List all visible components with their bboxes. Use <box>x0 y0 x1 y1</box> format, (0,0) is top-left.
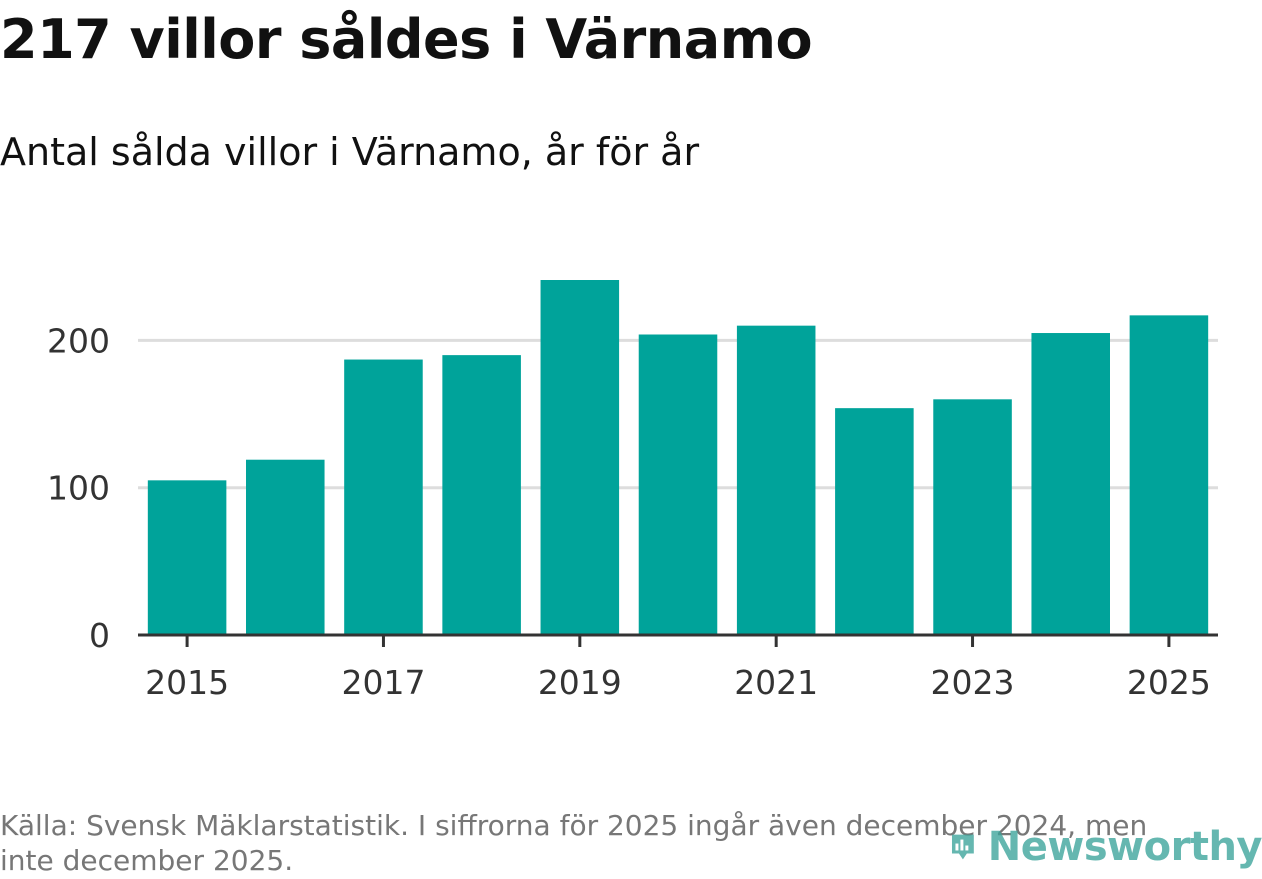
newsworthy-logo: Newsworthy <box>950 818 1262 876</box>
bar-2019 <box>540 280 620 635</box>
bar-2016 <box>246 459 325 635</box>
chart-title: 217 villor såldes i Värnamo <box>0 8 813 71</box>
chart-subtitle: Antal sålda villor i Värnamo, år för år <box>0 130 700 174</box>
chart-pin-icon <box>951 834 974 860</box>
bar-2024 <box>1031 333 1110 635</box>
x-tick-label-2015: 2015 <box>145 663 229 702</box>
y-tick-label-100: 100 <box>47 469 110 508</box>
bar-2020 <box>638 334 718 635</box>
x-tick-label-2017: 2017 <box>341 663 425 702</box>
x-tick-label-2019: 2019 <box>538 663 622 702</box>
y-tick-label-200: 200 <box>47 321 110 360</box>
brand-name: Newsworthy <box>987 824 1262 870</box>
bar-2022 <box>835 408 914 635</box>
bar-2025 <box>1129 315 1209 635</box>
x-tick-label-2023: 2023 <box>931 663 1015 702</box>
bar-2018 <box>442 355 521 635</box>
x-tick-label-2021: 2021 <box>734 663 818 702</box>
bar-2015 <box>147 480 227 635</box>
bar-2023 <box>933 399 1012 635</box>
bar-2017 <box>344 359 423 635</box>
x-tick-label-2025: 2025 <box>1127 663 1211 702</box>
y-tick-label-0: 0 <box>89 616 110 655</box>
bar-2021 <box>736 325 816 635</box>
